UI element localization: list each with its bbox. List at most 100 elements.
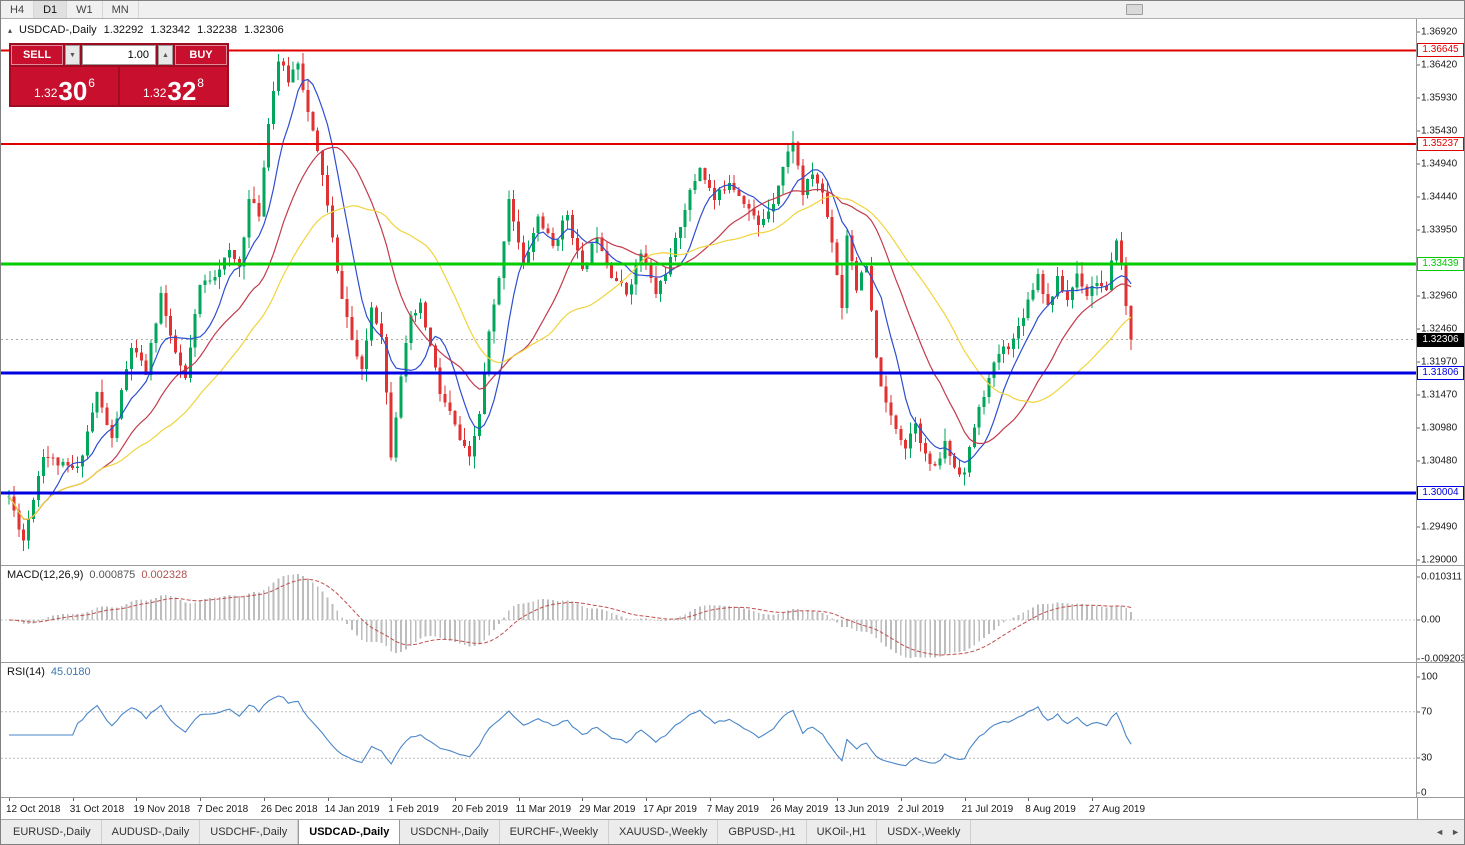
date-label: 21 Jul 2019 [961, 804, 1014, 815]
axis-label: 0.00 [1421, 614, 1441, 626]
axis-tick [1417, 394, 1420, 396]
date-tick [964, 798, 966, 801]
current-price-tag: 1.32306 [1417, 332, 1464, 347]
time-axis[interactable]: 12 Oct 2018 31 Oct 2018 19 Nov 2018 7 Dec 2… [1, 797, 1464, 819]
symbol-tab-audusd-daily[interactable]: AUDUSD-,Daily [102, 820, 201, 844]
timeframe-buttons: H4 D1 W1 MN [1, 1, 139, 18]
date-label: 20 Feb 2019 [451, 804, 509, 815]
axis-tick [1417, 361, 1420, 363]
axis-label: 1.32960 [1421, 290, 1458, 302]
date-label: 17 Apr 2019 [643, 804, 697, 815]
rsi-panel: RSI(14) 45.0180 100 70 30 0 [1, 662, 1464, 797]
tab-scroll-right-button[interactable]: ► [1451, 827, 1460, 837]
symbol-tab-ukoil-h1[interactable]: UKOil-,H1 [807, 820, 878, 844]
symbol-tab-gbpusd-h1[interactable]: GBPUSD-,H1 [718, 820, 807, 844]
axis-label: 70 [1421, 706, 1433, 718]
axis-label: 1.36920 [1421, 26, 1458, 38]
rsi-axis[interactable]: 100 70 30 0 [1416, 663, 1464, 797]
date-label: 26 May 2019 [770, 804, 829, 815]
volume-decrease-button[interactable]: ▼ [65, 45, 80, 65]
date-label: 2 Jul 2019 [897, 804, 944, 815]
chart-collapse-icon[interactable]: ▴ [8, 25, 13, 35]
axis-label: 1.29490 [1421, 521, 1458, 533]
symbol-tab-xauusd-weekly[interactable]: XAUUSD-,Weekly [609, 820, 719, 844]
symbol-tab-eurusd-daily[interactable]: EURUSD-,Daily [3, 820, 102, 844]
price-axis[interactable]: 1.36920 1.36420 1.35930 1.35430 1.34940 1.344… [1416, 19, 1464, 565]
macd-panel: MACD(12,26,9) 0.000875 0.002328 0.010311… [1, 565, 1464, 662]
price-chart-canvas[interactable] [1, 19, 1418, 565]
axis-tick [1417, 792, 1420, 794]
date-label: 14 Jan 2019 [324, 804, 380, 815]
buy-price-pip: 8 [197, 76, 204, 90]
axis-tick [1417, 97, 1420, 99]
axis-tick [1417, 576, 1420, 578]
axis-tick [1417, 619, 1420, 621]
hline-price-tag: 1.31806 [1417, 365, 1464, 380]
axis-tick [1417, 229, 1420, 231]
sell-price-display[interactable]: 1.32 30 6 [11, 67, 118, 105]
sell-button[interactable]: SELL [11, 45, 63, 65]
axis-label: 1.31970 [1421, 356, 1458, 368]
volume-increase-button[interactable]: ▲ [158, 45, 173, 65]
axis-tick [1417, 163, 1420, 165]
ohlc-close: 1.32306 [243, 24, 284, 36]
chart-symbol-title: USDCAD-,Daily [19, 24, 97, 36]
axis-label: 1.36420 [1421, 59, 1458, 71]
window-control-button[interactable] [1126, 4, 1143, 15]
rsi-canvas[interactable] [1, 663, 1418, 797]
date-label: 7 Dec 2018 [197, 804, 249, 815]
tab-scroll-left-button[interactable]: ◄ [1435, 827, 1445, 837]
axis-label: 1.33950 [1421, 224, 1458, 236]
rsi-header: RSI(14) 45.0180 [7, 666, 91, 678]
date-label: 12 Oct 2018 [6, 804, 61, 815]
date-label: 26 Dec 2018 [260, 804, 318, 815]
axis-tick [1417, 526, 1420, 528]
date-label: 8 Aug 2019 [1025, 804, 1076, 815]
axis-label: 1.35930 [1421, 92, 1458, 104]
axis-label: 1.34940 [1421, 158, 1458, 170]
timeframe-button-w1[interactable]: W1 [67, 1, 103, 18]
macd-canvas[interactable] [1, 566, 1418, 662]
axis-label: 100 [1421, 671, 1438, 683]
volume-input[interactable] [82, 45, 156, 65]
date-label: 13 Jun 2019 [834, 804, 890, 815]
axis-tick [1417, 328, 1420, 330]
buy-price-display[interactable]: 1.32 32 8 [120, 67, 227, 105]
date-tick [582, 798, 584, 801]
buy-price-main: 32 [167, 75, 197, 106]
axis-tick [1417, 196, 1420, 198]
timeframe-button-mn[interactable]: MN [103, 1, 139, 18]
tab-scroll-controls: ◄ ► [1435, 820, 1460, 844]
timeframe-button-h4[interactable]: H4 [1, 1, 35, 18]
macd-label: MACD(12,26,9) [7, 569, 84, 581]
date-tick [1091, 798, 1093, 801]
symbol-tab-usdchf-daily[interactable]: USDCHF-,Daily [200, 820, 299, 844]
date-label: 27 Aug 2019 [1088, 804, 1146, 815]
hline-price-tag: 1.36645 [1417, 43, 1464, 58]
macd-axis[interactable]: 0.010311 0.00 -0.0092030 [1416, 566, 1464, 662]
ohlc-low: 1.32238 [197, 24, 237, 36]
axis-label: 1.30980 [1421, 422, 1458, 434]
date-tick [200, 798, 202, 801]
axis-tick [1417, 757, 1420, 759]
ohlc-open: 1.32292 [103, 24, 144, 36]
buy-button[interactable]: BUY [175, 45, 227, 65]
symbol-tab-usdcad-daily[interactable]: USDCAD-,Daily [298, 820, 401, 844]
axis-tick [1417, 711, 1420, 713]
date-tick [709, 798, 711, 801]
date-tick [454, 798, 456, 801]
axis-label: -0.0092030 [1421, 653, 1464, 662]
symbol-tab-usdx-weekly[interactable]: USDX-,Weekly [877, 820, 972, 844]
axis-tick [1417, 559, 1420, 561]
symbol-tab-usdcnh-daily[interactable]: USDCNH-,Daily [400, 820, 500, 844]
timeframe-button-d1[interactable]: D1 [34, 1, 68, 18]
buy-price-prefix: 1.32 [143, 86, 167, 100]
axis-label: 1.30480 [1421, 455, 1458, 467]
axis-label: 1.29000 [1421, 554, 1458, 566]
axis-tick [1417, 460, 1420, 462]
timeframe-toolbar: H4 D1 W1 MN [1, 1, 1464, 19]
chart-header: ▴ USDCAD-,Daily 1.32292 1.32342 1.32238 … [8, 24, 284, 36]
symbol-tab-eurchf-weekly[interactable]: EURCHF-,Weekly [500, 820, 609, 844]
date-tick [327, 798, 329, 801]
